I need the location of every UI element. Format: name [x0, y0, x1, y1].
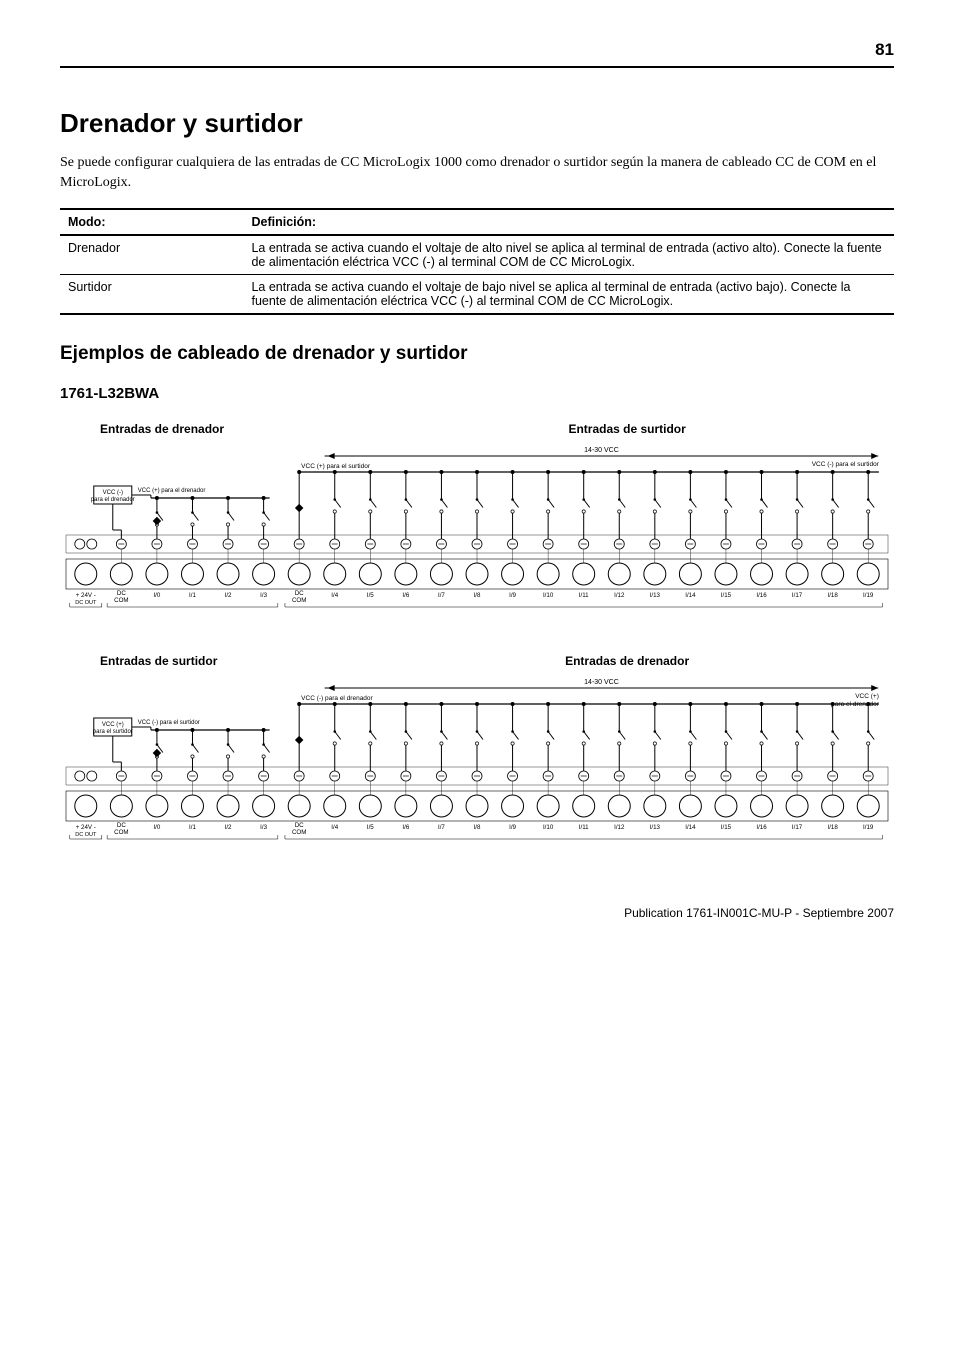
- svg-text:I/12: I/12: [614, 592, 625, 599]
- svg-text:I/1: I/1: [189, 824, 196, 831]
- svg-text:I/17: I/17: [792, 824, 803, 831]
- svg-text:para el drenador: para el drenador: [91, 497, 135, 503]
- diagram-2: Entradas de surtidor Entradas de drenado…: [60, 654, 894, 846]
- model-heading: 1761-L32BWA: [60, 385, 894, 402]
- svg-text:DC: DC: [117, 822, 126, 829]
- svg-text:DC: DC: [295, 590, 304, 597]
- svg-text:VCC (-) para el surtidor: VCC (-) para el surtidor: [812, 461, 880, 468]
- svg-text:I/7: I/7: [438, 592, 445, 599]
- svg-text:I/14: I/14: [685, 824, 696, 831]
- svg-text:I/0: I/0: [153, 592, 160, 599]
- svg-text:I/5: I/5: [367, 824, 374, 831]
- svg-text:I/15: I/15: [721, 592, 732, 599]
- section-intro: Se puede configurar cualquiera de las en…: [60, 153, 894, 194]
- svg-text:VCC (+): VCC (+): [855, 693, 879, 700]
- svg-text:I/17: I/17: [792, 592, 803, 599]
- svg-text:VCC (+) para el surtidor: VCC (+) para el surtidor: [301, 463, 371, 470]
- wiring-svg-2: 14-30 VCC VCC (-) para el drenador VCC (+)…: [60, 676, 894, 846]
- svg-text:I/5: I/5: [367, 592, 374, 599]
- svg-text:para el surtidor: para el surtidor: [93, 729, 133, 735]
- diag2-left-title: Entradas de surtidor: [60, 654, 360, 668]
- svg-text:I/10: I/10: [543, 824, 554, 831]
- svg-text:COM: COM: [114, 829, 128, 836]
- svg-text:COM: COM: [292, 597, 306, 604]
- footer-text: Publication 1761-IN001C-MU-P - Septiembr…: [60, 906, 894, 920]
- svg-text:I/6: I/6: [402, 592, 409, 599]
- svg-text:DC OUT: DC OUT: [75, 600, 97, 606]
- svg-text:I/6: I/6: [402, 824, 409, 831]
- svg-text:VCC (-) para el surtidor: VCC (-) para el surtidor: [138, 720, 200, 726]
- wiring-svg-1: 14-30 VCC VCC (+) para el surtidor VCC (-)…: [60, 444, 894, 614]
- svg-text:I/16: I/16: [756, 592, 767, 599]
- table-header-row: Modo: Definición:: [60, 209, 894, 235]
- svg-text:14-30 VCC: 14-30 VCC: [584, 679, 619, 686]
- svg-text:DC OUT: DC OUT: [75, 832, 97, 838]
- svg-text:I/9: I/9: [509, 592, 516, 599]
- svg-text:VCC (+): VCC (+): [102, 722, 124, 728]
- svg-text:COM: COM: [114, 597, 128, 604]
- table-row: Drenador La entrada se activa cuando el …: [60, 235, 894, 275]
- th-def: Definición:: [243, 209, 894, 235]
- svg-text:I/1: I/1: [189, 592, 196, 599]
- svg-text:+ 24V -: + 24V -: [76, 824, 96, 831]
- svg-text:I/15: I/15: [721, 824, 732, 831]
- svg-text:I/13: I/13: [650, 592, 661, 599]
- th-modo: Modo:: [60, 209, 243, 235]
- svg-text:I/3: I/3: [260, 592, 267, 599]
- td-modo: Drenador: [60, 235, 243, 275]
- svg-text:I/19: I/19: [863, 824, 874, 831]
- svg-text:I/13: I/13: [650, 824, 661, 831]
- section-title: Drenador y surtidor: [60, 108, 894, 139]
- examples-heading: Ejemplos de cableado de drenador y surti…: [60, 343, 894, 365]
- svg-text:I/4: I/4: [331, 824, 338, 831]
- svg-text:VCC (-): VCC (-): [103, 490, 123, 496]
- svg-text:VCC (-) para el drenador: VCC (-) para el drenador: [301, 695, 373, 702]
- svg-text:I/2: I/2: [225, 824, 232, 831]
- svg-text:I/16: I/16: [756, 824, 767, 831]
- svg-text:+ 24V -: + 24V -: [76, 592, 96, 599]
- svg-text:I/2: I/2: [225, 592, 232, 599]
- diag1-right-title: Entradas de surtidor: [360, 422, 894, 436]
- diag1-left-title: Entradas de drenador: [60, 422, 360, 436]
- svg-text:COM: COM: [292, 829, 306, 836]
- page-number: 81: [60, 40, 894, 68]
- svg-text:I/18: I/18: [827, 592, 838, 599]
- svg-text:VCC (+) para el drenador: VCC (+) para el drenador: [138, 488, 206, 494]
- svg-text:I/0: I/0: [153, 824, 160, 831]
- svg-text:I/14: I/14: [685, 592, 696, 599]
- diag2-right-title: Entradas de drenador: [360, 654, 894, 668]
- svg-text:I/10: I/10: [543, 592, 554, 599]
- svg-text:I/11: I/11: [579, 592, 589, 599]
- svg-text:I/4: I/4: [331, 592, 338, 599]
- svg-text:I/7: I/7: [438, 824, 445, 831]
- svg-text:I/9: I/9: [509, 824, 516, 831]
- svg-text:14-30 VCC: 14-30 VCC: [584, 447, 619, 454]
- svg-text:I/12: I/12: [614, 824, 625, 831]
- td-def: La entrada se activa cuando el voltaje d…: [243, 235, 894, 275]
- svg-text:para el drenador: para el drenador: [831, 701, 880, 708]
- svg-text:I/11: I/11: [579, 824, 589, 831]
- definition-table: Modo: Definición: Drenador La entrada se…: [60, 208, 894, 315]
- svg-text:I/8: I/8: [474, 592, 481, 599]
- svg-text:I/8: I/8: [474, 824, 481, 831]
- td-modo: Surtidor: [60, 274, 243, 314]
- svg-text:I/18: I/18: [827, 824, 838, 831]
- table-row: Surtidor La entrada se activa cuando el …: [60, 274, 894, 314]
- diagram-1: Entradas de drenador Entradas de surtido…: [60, 422, 894, 614]
- svg-text:DC: DC: [295, 822, 304, 829]
- svg-text:DC: DC: [117, 590, 126, 597]
- svg-text:I/19: I/19: [863, 592, 874, 599]
- td-def: La entrada se activa cuando el voltaje d…: [243, 274, 894, 314]
- svg-text:I/3: I/3: [260, 824, 267, 831]
